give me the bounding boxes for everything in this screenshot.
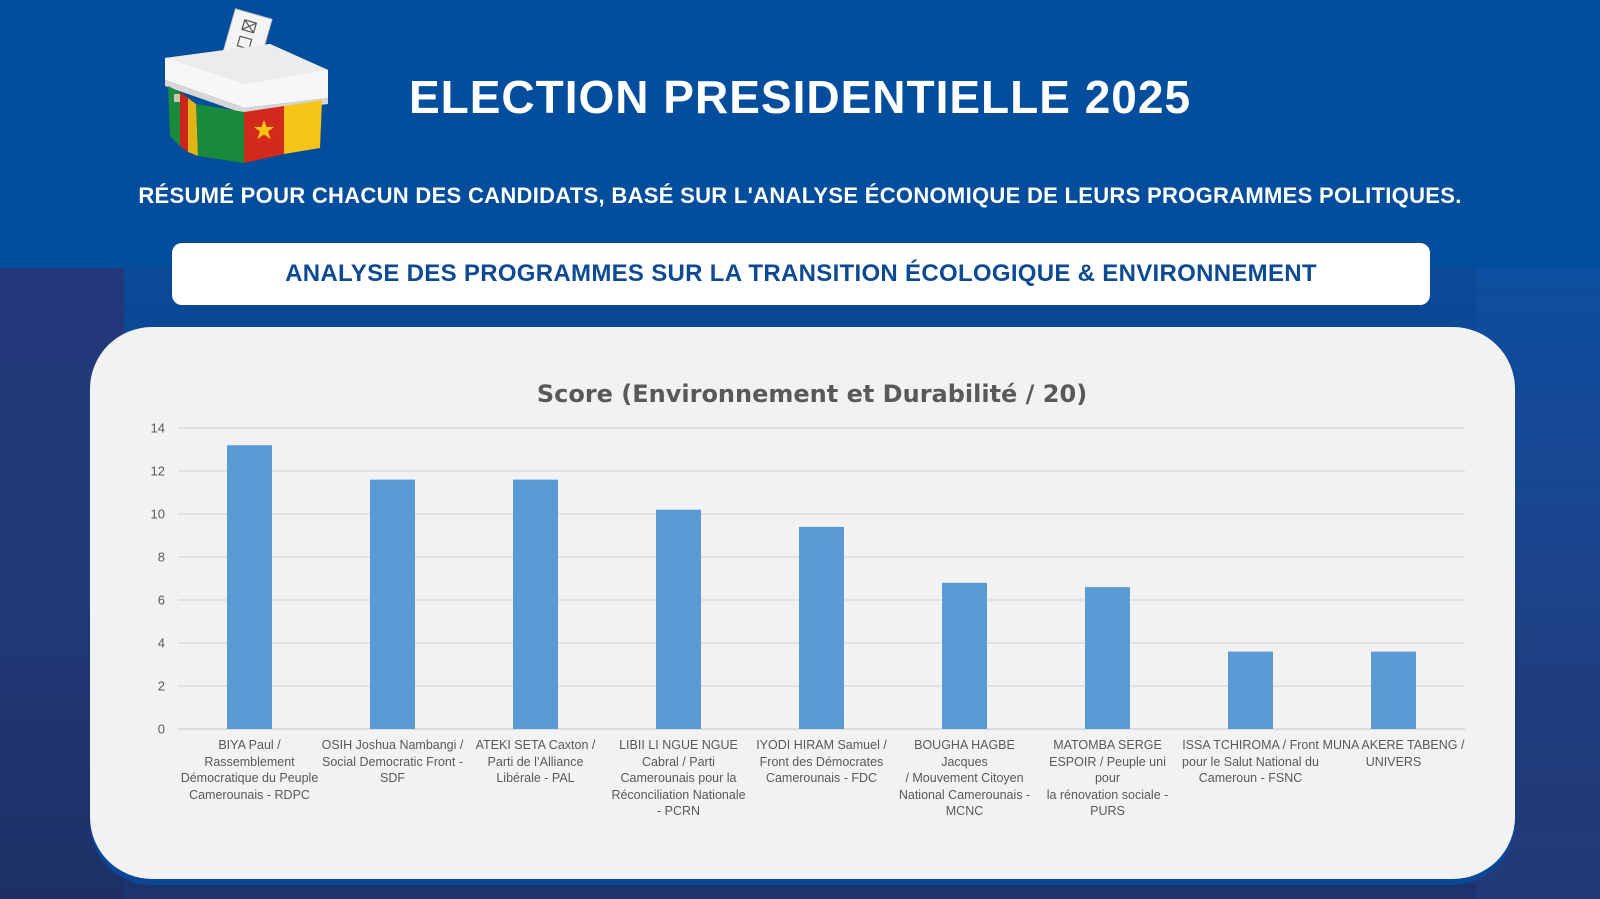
bar [942,582,987,729]
y-tick-label: 12 [151,464,165,479]
x-category-label-line: Réconciliation Nationale [611,787,746,802]
x-category-label-line: MCNC [945,804,984,818]
page-title: ELECTION PRESIDENTIELLE 2025 [408,71,1192,123]
x-category-label: ATEKI SETA Caxton / Parti de l’Alliance Li… [465,737,607,787]
x-category-label-line: IYODI HIRAM Samuel / [756,738,887,752]
bar [1371,651,1416,729]
background-strip-bottom [124,875,1476,899]
x-category-label: MUNA AKERE TABENG / UNIVERS [1323,737,1465,770]
y-tick-label: 2 [158,679,165,694]
x-category-label: MATOMBA SERGE ESPOIR / Peuple uni pour la … [1037,737,1179,820]
chart-title: Score (Environnement et Durabilité / 20) [537,380,1087,408]
bar [1085,587,1130,729]
x-category-label-line: Libérale - PAL [496,771,575,785]
y-tick-label: 4 [158,636,165,651]
bar [370,479,415,729]
x-category-label-line: Démocratique du Peuple [180,771,319,785]
x-category-label: LIBII LI NGUE NGUE Cabral / Parti Cameroun… [608,737,750,820]
x-category-label: ISSA TCHIROMA / Front pour le Salut Natio… [1180,737,1322,787]
x-category-label-line: Social Democratic Front - [321,754,463,769]
x-category-label-line: la rénovation sociale - [1046,787,1169,802]
x-category-label: IYODI HIRAM Samuel / Front des Démocrates… [751,737,893,787]
y-tick-label: 0 [158,722,165,737]
x-category-label-line: SDF [380,771,405,785]
ballot-box-cameroon-flag-icon [160,8,335,168]
chart-card: Score (Environnement et Durabilité / 20)… [90,327,1515,879]
x-category-label-line: BIYA Paul / [218,738,281,752]
x-category-label-line: PURS [1090,804,1125,818]
x-category-label-line: OSIH Joshua Nambangi / [321,738,464,752]
x-category-label-line: ATEKI SETA Caxton / [475,738,596,752]
x-category-label-line: Camerounais - RDPC [189,787,310,802]
y-tick-label: 10 [151,507,165,522]
x-category-label-line: - PCRN [656,804,701,818]
x-category-label: BIYA Paul / Rassemblement Démocratique du … [179,737,321,803]
bar [1228,651,1273,729]
x-category-label-line: Cabral / Parti [642,754,715,769]
x-category-label-line: MATOMBA SERGE [1053,738,1162,752]
page-subtitle: RÉSUMÉ POUR CHACUN DES CANDIDATS, BASÉ S… [138,183,1462,208]
x-category-label-line: ISSA TCHIROMA / Front [1182,738,1319,752]
section-banner-text: ANALYSE DES PROGRAMMES SUR LA TRANSITION… [285,260,1317,287]
x-category-label-line: Front des Démocrates [759,754,884,769]
bar [513,479,558,729]
section-banner: ANALYSE DES PROGRAMMES SUR LA TRANSITION… [172,243,1430,305]
bar [227,445,272,729]
x-category-label-line: LIBII LI NGUE NGUE [619,738,738,752]
x-category-label-line: Camerounais - FDC [765,771,878,785]
x-category-label-line: Cameroun - FSNC [1198,771,1303,785]
y-tick-label: 8 [158,550,165,565]
bar [799,526,844,729]
x-category-label-line: National Camerounais - [898,787,1031,802]
x-category-label-line: UNIVERS [1365,754,1422,769]
bar-chart: Score (Environnement et Durabilité / 20)… [151,380,1465,737]
x-category-label-line: ESPOIR / Peuple uni pour [1049,754,1166,786]
x-category-label-line: / Mouvement Citoyen [905,771,1024,785]
y-tick-label: 6 [158,593,165,608]
x-category-label-line: Rassemblement [204,754,295,769]
x-category-label-line: BOUGHA HAGBE Jacques [914,738,1015,769]
x-category-label: OSIH Joshua Nambangi / Social Democratic … [322,737,464,787]
x-category-label-line: pour le Salut National du [1182,754,1319,769]
x-category-label-line: Camerounais pour la [620,771,737,785]
y-tick-label: 14 [151,421,165,436]
bar [656,509,701,729]
x-category-label-line: MUNA AKERE TABENG / [1322,738,1465,752]
x-category-label: BOUGHA HAGBE Jacques / Mouvement Citoyen N… [894,737,1036,820]
x-category-label-line: Parti de l’Alliance [487,754,584,769]
